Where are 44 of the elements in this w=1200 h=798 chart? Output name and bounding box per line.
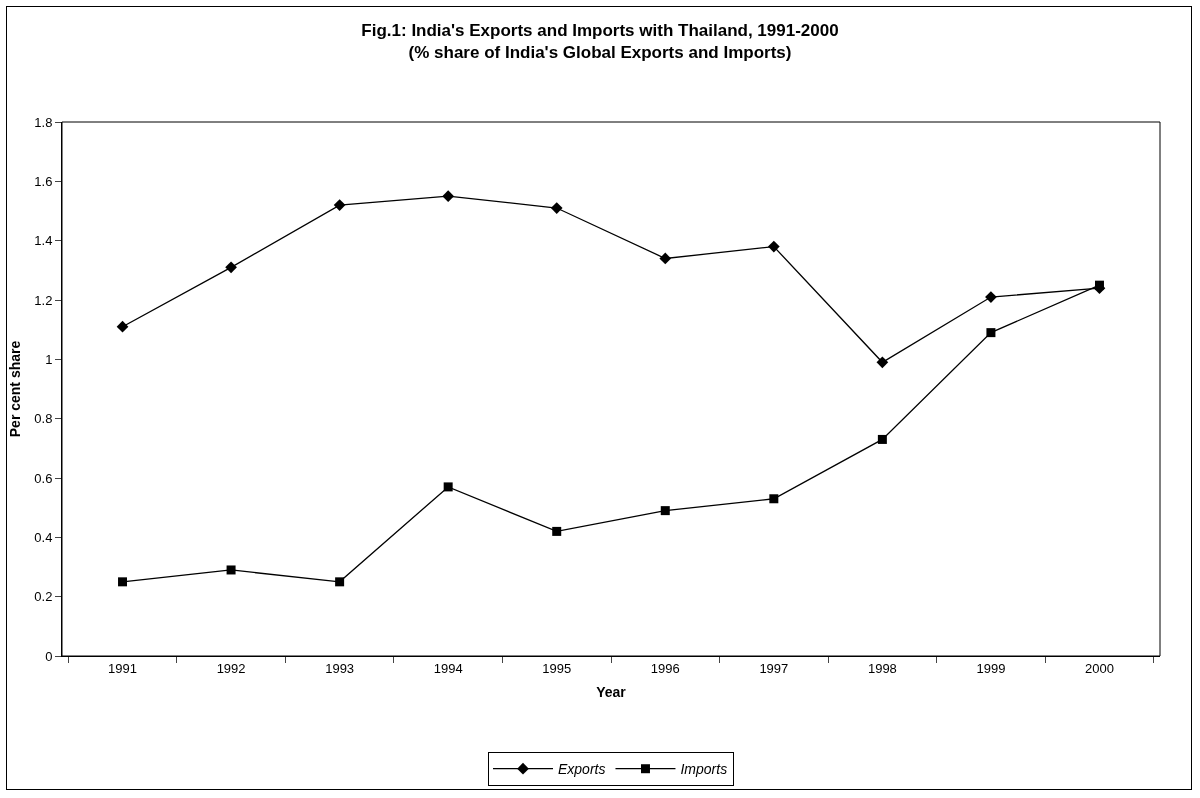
x-tick-label: 1991	[108, 660, 137, 676]
y-tick-label: 0.8	[34, 411, 53, 427]
x-tick-label: 1997	[759, 660, 789, 676]
point	[335, 577, 345, 587]
y-tick-label: 0.6	[34, 470, 53, 486]
x-axis-title: Year	[596, 683, 627, 700]
point	[1094, 280, 1104, 290]
point	[877, 434, 887, 444]
x-tick-label: 1992	[216, 660, 246, 676]
point	[442, 190, 455, 203]
point	[333, 199, 346, 211]
chart-title: Fig.1: India's Exports and Imports with Thailand, 1991-2000	[361, 20, 839, 40]
y-tick-label: 1.6	[34, 173, 53, 189]
point	[660, 506, 670, 516]
point	[116, 320, 129, 333]
point	[769, 494, 779, 504]
x-tick-label: 1994	[433, 660, 463, 676]
point	[659, 252, 672, 265]
y-axis-title: Per cent share	[6, 340, 23, 438]
legend-label: Imports	[680, 761, 728, 778]
y-tick-label: 0	[45, 648, 53, 664]
x-tick-label: 1996	[650, 660, 680, 676]
y-tick-label: 0.4	[34, 529, 53, 545]
point	[876, 356, 889, 369]
y-tick-label: 1.8	[34, 114, 53, 130]
point	[550, 202, 563, 214]
point	[986, 328, 996, 338]
point	[552, 526, 562, 536]
x-tick-label: 2000	[1085, 660, 1114, 676]
y-tick-label: 1.2	[34, 292, 53, 308]
y-tick-label: 1.4	[34, 233, 53, 249]
point	[443, 482, 453, 492]
point	[118, 577, 128, 587]
y-tick-label: 1	[45, 351, 53, 367]
legend-label: Exports	[558, 761, 606, 778]
point	[225, 261, 237, 274]
x-tick-label: 1993	[325, 660, 355, 676]
x-tick-label: 1995	[542, 660, 572, 676]
point	[767, 240, 780, 253]
x-tick-label: 1998	[867, 660, 897, 676]
x-tick-label: 1999	[976, 660, 1006, 676]
y-tick-label: 0.2	[34, 589, 53, 605]
point	[226, 565, 236, 575]
chart-subtitle: (% share of India's Global Exports and Imports)	[408, 43, 792, 63]
